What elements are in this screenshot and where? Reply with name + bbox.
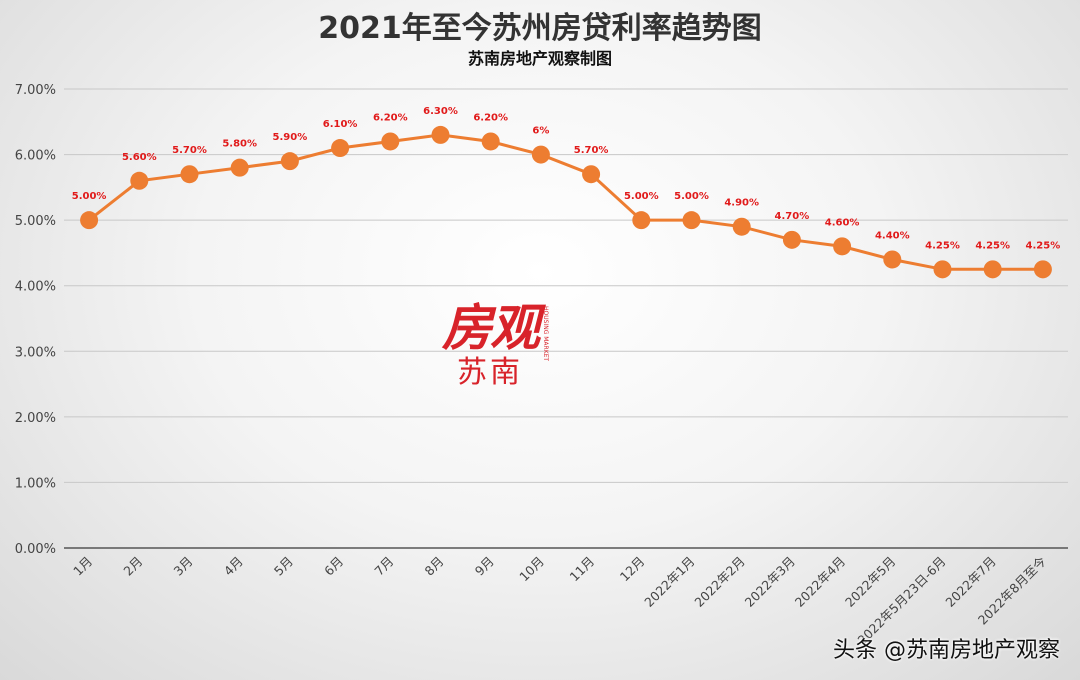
x-tick-label: 12月 [617,554,648,585]
data-point [80,211,99,230]
data-point [531,145,550,164]
data-label: 4.25% [1026,240,1061,251]
y-tick-label: 7.00% [15,83,56,98]
data-point [682,211,701,230]
x-tick-label: 4月 [221,554,246,579]
data-point [833,237,852,256]
data-point [933,260,952,279]
data-point [983,260,1002,279]
x-tick-label: 1月 [70,554,95,579]
x-tick-label: 2022年4月 [792,554,848,610]
data-label: 5.00% [624,191,659,202]
data-point [130,171,149,190]
watermark-small-text: HOUSING MARKET [542,306,549,362]
chart-subtitle: 苏南房地产观察制图 [468,49,612,68]
x-tick-label: 2月 [120,554,145,579]
data-point [883,250,902,269]
data-label: 4.25% [925,240,960,251]
data-label: 6.20% [473,112,508,123]
y-tick-label: 4.00% [15,280,56,295]
x-tick-label: 10月 [516,554,547,585]
x-tick-label: 3月 [171,554,196,579]
data-point [732,217,751,236]
data-label: 6.20% [373,112,408,123]
watermark-sub-text: 苏南 [457,355,523,390]
watermark-main-text: 房观 [442,298,540,357]
data-label: 5.90% [273,132,308,143]
data-label: 5.70% [574,145,609,156]
footer-credit: 头条 @苏南房地产观察 [833,638,1060,663]
y-tick-label: 6.00% [15,149,56,164]
y-tick-label: 3.00% [15,345,56,360]
x-tick-label: 6月 [321,554,346,579]
data-point [180,165,199,184]
x-tick-label: 11月 [567,554,598,585]
data-point [230,158,249,177]
x-tick-label: 9月 [472,554,497,579]
data-label: 5.60% [122,152,157,163]
x-tick-label: 2022年2月 [691,554,747,610]
data-label: 6.30% [423,106,458,117]
y-tick-label: 1.00% [15,476,56,491]
data-point [782,230,801,249]
watermark-logo: 房观 苏南 HOUSING MARKET [420,300,560,390]
data-point [381,132,400,151]
data-point [1033,260,1052,279]
data-label: 5.70% [172,145,207,156]
x-tick-label: 7月 [371,554,396,579]
data-label: 4.40% [875,230,910,241]
y-tick-label: 5.00% [15,214,56,229]
data-point [431,125,450,144]
x-tick-label: 8月 [422,554,447,579]
data-label: 4.25% [975,240,1010,251]
x-tick-label: 2022年3月 [742,554,798,610]
y-tick-label: 2.00% [15,411,56,426]
chart-title: 2021年至今苏州房贷利率趋势图 [318,11,762,46]
data-points [80,125,1052,279]
data-point [331,139,350,158]
data-label: 6% [532,126,549,137]
data-label: 5.00% [674,191,709,202]
data-labels: 5.00% 5.60% 5.70% 5.80% 5.90% 6.10% 6.20% 6.30%… [72,106,1061,251]
data-point [582,165,601,184]
data-point [632,211,651,230]
data-point [280,152,299,171]
x-tick-label: 2022年1月 [641,554,697,610]
data-point [481,132,500,151]
data-label: 5.80% [222,139,257,150]
data-label: 4.90% [724,198,759,209]
gridlines [64,88,1068,549]
data-label: 4.70% [775,211,810,222]
data-label: 6.10% [323,119,358,130]
data-label: 5.00% [72,191,107,202]
x-tick-label: 5月 [271,554,296,579]
data-label: 4.60% [825,217,860,228]
y-axis-ticks: 0.00% 1.00% 2.00% 3.00% 4.00% 5.00% 6.00% 7.00% [15,83,56,557]
y-tick-label: 0.00% [15,542,56,557]
